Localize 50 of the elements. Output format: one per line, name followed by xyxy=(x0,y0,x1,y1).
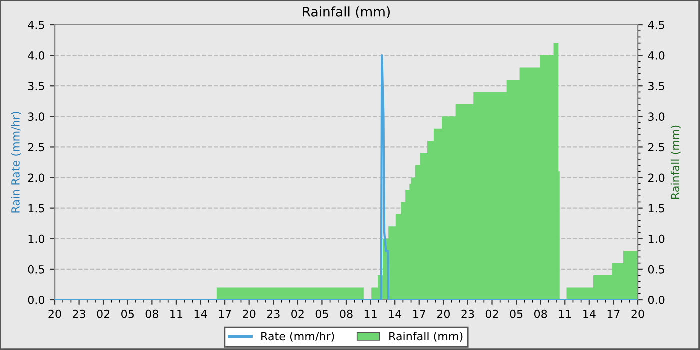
x-tick-label: 20 xyxy=(437,310,450,318)
x-tick-label: 20 xyxy=(243,310,256,318)
y-tick-label: 4.0 xyxy=(28,52,45,60)
legend-label: Rainfall (mm) xyxy=(390,332,463,342)
y2-tick-label: 0.0 xyxy=(648,296,665,304)
y-tick-label: 1.0 xyxy=(28,234,45,244)
y2-tick-label: 2.5 xyxy=(648,143,664,152)
chart-title: Rainfall (mm) xyxy=(303,6,390,18)
y-tick-label: 1.5 xyxy=(28,204,44,213)
x-tick-label: 08 xyxy=(146,310,158,318)
x-tick-label: 11 xyxy=(559,310,572,318)
x-tick-label: 05 xyxy=(316,310,328,318)
x-tick-label: 23 xyxy=(462,310,474,318)
x-tick-label: 23 xyxy=(267,310,280,318)
x-tick-label: 14 xyxy=(194,310,208,318)
x-tick-label: 05 xyxy=(510,310,523,318)
y-tick-label: 4.5 xyxy=(28,21,44,30)
y-tick-label: 0.5 xyxy=(28,265,44,274)
y2-tick-label: 0.5 xyxy=(648,265,664,274)
y-tick-label: 3.5 xyxy=(28,82,44,90)
y2-tick-label: 3.5 xyxy=(648,82,664,90)
x-tick-label: 08 xyxy=(340,310,353,318)
x-tick-label: 17 xyxy=(219,310,232,318)
y2-axis-title: Rainfall (mm) xyxy=(670,126,681,199)
x-tick-label: 23 xyxy=(73,310,86,318)
y2-tick-label: 1.5 xyxy=(648,204,664,213)
x-tick-label: 08 xyxy=(534,310,548,318)
y-tick-label: 0.0 xyxy=(28,296,45,304)
x-tick-label: 05 xyxy=(122,310,134,318)
legend-label: Rate (mm/hr) xyxy=(262,332,334,342)
y-tick-label: 2.0 xyxy=(28,174,45,182)
x-tick-label: 11 xyxy=(364,310,377,318)
x-tick-label: 02 xyxy=(97,310,110,318)
y2-tick-label: 1.0 xyxy=(648,234,665,244)
x-tick-label: 17 xyxy=(414,310,426,318)
y2-tick-label: 3.0 xyxy=(648,112,665,122)
x-tick-label: 02 xyxy=(486,310,498,318)
x-tick-label: 11 xyxy=(170,310,182,318)
x-tick-label: 20 xyxy=(632,310,644,318)
y2-tick-label: 2.0 xyxy=(648,174,665,182)
y2-tick-label: 4.0 xyxy=(648,52,665,60)
y-axis-title: Rain Rate (mm/hr) xyxy=(11,112,22,213)
x-tick-label: 20 xyxy=(48,310,62,318)
x-tick-label: 02 xyxy=(292,310,304,318)
y-tick-label: 2.5 xyxy=(28,143,44,152)
x-tick-label: 14 xyxy=(389,310,402,318)
y2-tick-label: 4.5 xyxy=(648,21,664,30)
x-tick-label: 14 xyxy=(584,310,596,318)
x-tick-label: 17 xyxy=(608,310,620,318)
y-tick-label: 3.0 xyxy=(28,112,45,122)
